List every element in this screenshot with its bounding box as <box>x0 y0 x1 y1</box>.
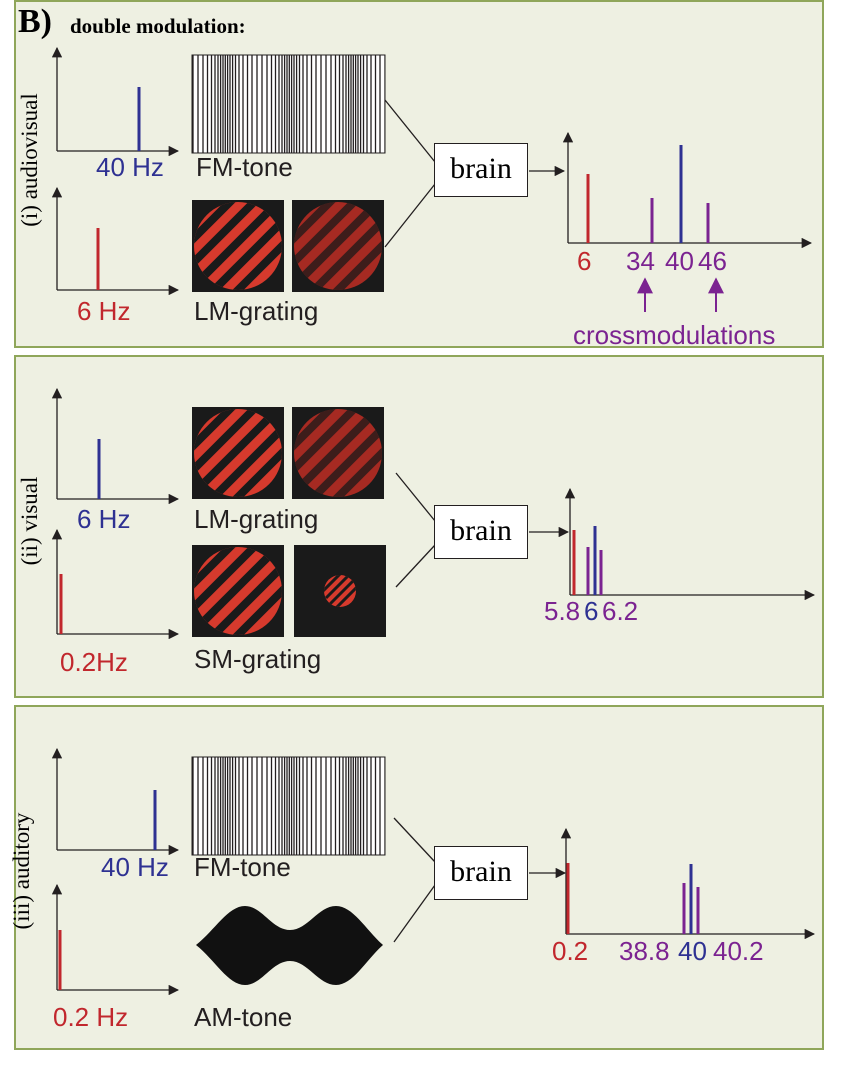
converge-lines-1 <box>384 99 566 248</box>
lm-grating-image-1 <box>192 200 284 292</box>
output-axes-2 <box>564 487 816 601</box>
input-axes-bottom-3 <box>51 883 180 996</box>
figure-letter: B) <box>18 3 52 40</box>
freq-label-02hz-a: 0.2 Hz <box>53 1002 129 1032</box>
stim-label-sm-grating: SM-grating <box>194 644 322 674</box>
brain-box-1: brain <box>434 143 528 197</box>
panel-label-auditory: (iii) auditory <box>9 812 34 930</box>
tick-label-5.8: 5.8 <box>544 596 581 626</box>
input-axes-top-1 <box>51 46 180 157</box>
stim-label-lm-grating: LM-grating <box>194 296 319 326</box>
output-axes-1 <box>562 131 813 249</box>
tick-label-40: 40 <box>665 246 694 276</box>
freq-label-6hz: 6 Hz <box>77 296 131 326</box>
figure-subtitle: double modulation: <box>70 14 246 38</box>
input-axes-bottom-1 <box>51 186 180 296</box>
fm-tone-image-2 <box>191 756 386 856</box>
stim-label-lm-grating-v: LM-grating <box>194 504 319 534</box>
input-axes-top-3 <box>51 747 180 856</box>
panel-label-visual: (ii) visual <box>17 476 42 566</box>
sm-grating-image-1 <box>192 545 284 637</box>
converge-lines-2 <box>395 472 570 588</box>
freq-label-40hz: 40 Hz <box>96 152 164 182</box>
tick-label-40.2: 40.2 <box>713 936 764 966</box>
stim-label-am-tone: AM-tone <box>194 1002 293 1032</box>
panel-label-audiovisual: (i) audiovisual <box>17 93 42 227</box>
lm-grating-image-2 <box>292 200 384 292</box>
tick-label-46: 46 <box>698 246 727 276</box>
brain-box-2: brain <box>434 505 528 559</box>
stim-label-fm-tone-a: FM-tone <box>194 852 291 882</box>
lm-grating-image-3 <box>192 407 284 499</box>
tick-label-40-a: 40 <box>678 936 707 966</box>
tick-label-34: 34 <box>626 246 655 276</box>
stim-label-fm-tone: FM-tone <box>196 152 293 182</box>
am-tone-image <box>196 906 383 985</box>
sm-grating-image-2 <box>294 545 386 637</box>
fm-tone-image <box>191 54 386 154</box>
tick-label-0.2: 0.2 <box>552 936 589 966</box>
panel-visual <box>14 355 824 698</box>
tick-label-38.8: 38.8 <box>619 936 670 966</box>
input-axes-bottom-2 <box>51 528 180 640</box>
freq-label-6hz-v: 6 Hz <box>77 504 131 534</box>
tick-label-6.2: 6.2 <box>602 596 639 626</box>
tick-label-6-v: 6 <box>584 596 599 626</box>
freq-label-40hz-a: 40 Hz <box>101 852 169 882</box>
crossmod-arrows <box>637 277 724 312</box>
lm-grating-image-4 <box>292 407 384 499</box>
panel-auditory <box>14 705 824 1050</box>
crossmodulations-label: crossmodulations <box>573 320 776 350</box>
converge-lines-3 <box>393 817 567 943</box>
brain-box-3: brain <box>434 846 528 900</box>
freq-label-02hz-v: 0.2Hz <box>60 647 128 677</box>
input-axes-top-2 <box>51 387 180 505</box>
tick-label-6: 6 <box>577 246 592 276</box>
